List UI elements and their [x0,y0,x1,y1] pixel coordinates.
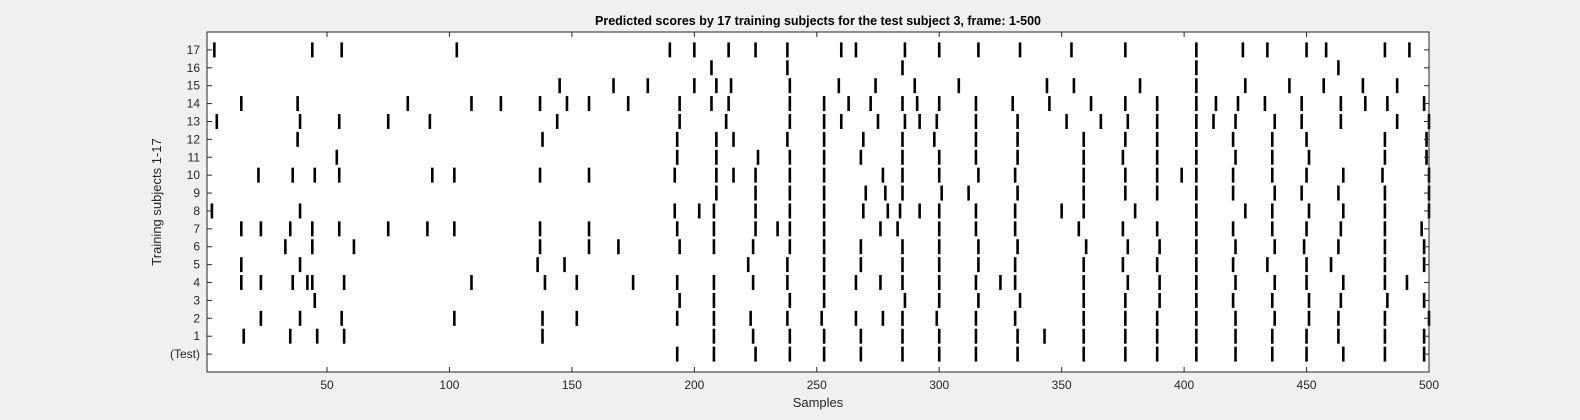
y-tick-label: 11 [188,150,201,164]
x-tick-label: 450 [1297,378,1317,392]
x-tick-label: 100 [439,378,459,392]
plot-area [207,32,1429,372]
x-axis: 50 100 150 200 250 300 350 400 450 500 [320,32,1439,392]
y-tick-label: 9 [193,186,200,200]
x-tick-label: 200 [684,378,704,392]
x-tick-label: 150 [562,378,582,392]
y-tick-label: 16 [187,61,201,75]
x-tick-label: 350 [1052,378,1072,392]
chart-title: Predicted scores by 17 training subjects… [595,14,1041,28]
y-tick-label: 17 [187,43,201,57]
y-tick-label: 14 [187,97,201,111]
axes-box [206,31,1430,373]
y-tick-label: 8 [193,204,200,218]
y-tick-label: 5 [193,258,200,272]
y-axis-title: Training subjects 1-17 [149,138,164,265]
axes [206,31,1430,373]
y-tick-label: 6 [193,240,200,254]
x-axis-title: Samples [793,395,844,410]
y-tick-label: (Test) [170,347,200,361]
y-tick-label: 15 [187,79,201,93]
x-tick-label: 300 [929,378,949,392]
y-tick-label: 13 [187,114,201,128]
y-tick-label: 3 [193,293,200,307]
x-tick-label: 500 [1419,378,1439,392]
y-tick-label: 7 [193,222,200,236]
y-tick-label: 10 [187,168,201,182]
y-tick-label: 2 [193,311,200,325]
y-tick-label: 1 [193,329,200,343]
y-tick-label: 4 [193,276,200,290]
raster-marks [210,42,1431,362]
x-tick-label: 400 [1174,378,1194,392]
y-tick-label: 12 [187,132,201,146]
x-tick-label: 50 [320,378,334,392]
x-tick-label: 250 [807,378,827,392]
